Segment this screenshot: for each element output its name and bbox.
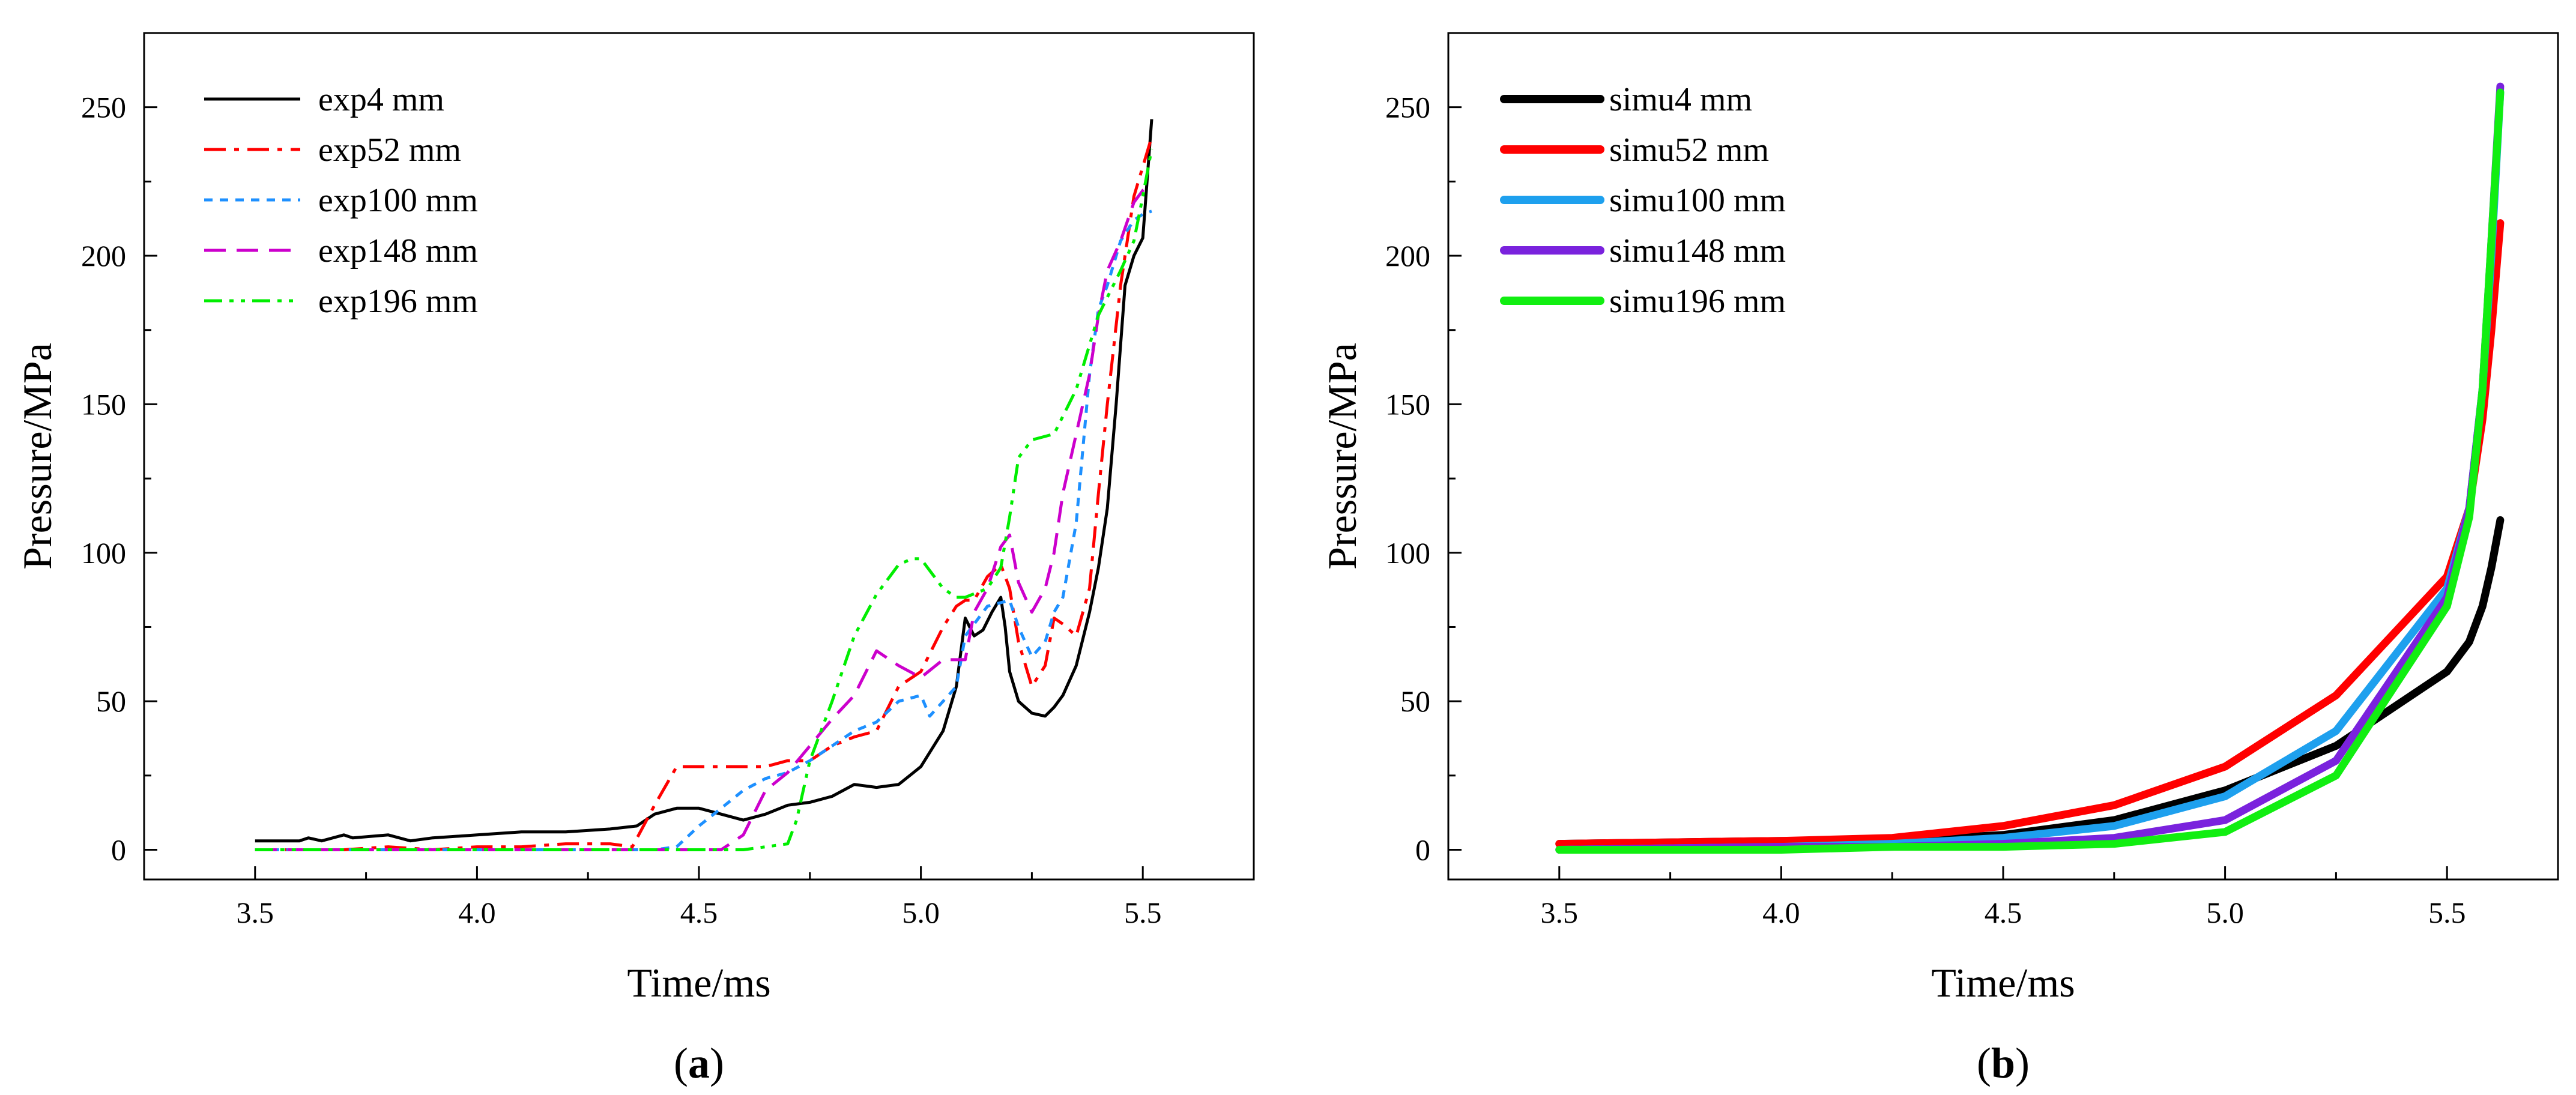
panel-a-plot-frame [143, 32, 1255, 881]
series-line-exp196-mm [255, 148, 1153, 851]
y-tick-label: 50 [96, 684, 126, 718]
panel-a-series [255, 119, 1153, 851]
series-line-exp52-mm [255, 136, 1153, 851]
panel-a-y-axis-title: Pressure/MPa [14, 343, 60, 570]
panel-b-label: b [1991, 1039, 2015, 1087]
y-tick-label: 150 [1385, 387, 1430, 421]
legend-label: exp196 mm [318, 283, 478, 320]
panel-b-legend: simu4 mm simu52 mm simu100 mm simu148 mm sim… [1500, 81, 1786, 320]
y-tick-label: 50 [1400, 684, 1430, 718]
x-tick-label: 3.5 [237, 896, 274, 929]
x-tick-label: 5.5 [2428, 896, 2466, 929]
panel-a-caption: (a) [674, 1039, 724, 1087]
panel-b-caption: (b) [1977, 1039, 2030, 1087]
x-tick-label: 4.0 [458, 896, 496, 929]
panel-a-legend: exp4 mm exp52 mm exp100 mm exp148 mm exp196 … [204, 81, 478, 320]
series-line-exp148-mm [255, 183, 1153, 851]
series-line-exp100-mm [255, 210, 1152, 851]
legend-label: exp100 mm [318, 182, 478, 219]
series-line-simu196-mm [1555, 88, 2505, 854]
panel-b-y-axis-title: Pressure/MPa [1319, 343, 1365, 570]
x-tick-label: 4.0 [1762, 896, 1800, 929]
y-tick-label: 250 [1385, 91, 1430, 124]
legend-label: simu148 mm [1609, 232, 1786, 270]
legend-label: simu4 mm [1609, 81, 1752, 118]
series-line-simu4-mm [1555, 516, 2505, 848]
y-tick-label: 0 [1415, 833, 1430, 867]
y-tick-label: 200 [81, 239, 126, 273]
y-tick-label: 250 [81, 91, 126, 124]
x-tick-label: 5.0 [902, 896, 940, 929]
y-tick-label: 150 [81, 387, 126, 421]
panel-b-x-axis-title: Time/ms [1931, 960, 2075, 1006]
panel-a-label: a [688, 1039, 710, 1087]
x-tick-label: 3.5 [1541, 896, 1579, 929]
x-tick-label: 5.5 [1124, 896, 1162, 929]
panel-b-series [1555, 82, 2505, 854]
panel-a-x-axis-title: Time/ms [627, 960, 770, 1006]
legend-label: simu196 mm [1609, 283, 1786, 320]
legend-label: exp52 mm [318, 131, 461, 169]
y-tick-label: 0 [111, 833, 126, 867]
legend-label: exp4 mm [318, 81, 444, 118]
series-line-exp4-mm [255, 119, 1153, 843]
y-tick-label: 100 [1385, 536, 1430, 570]
legend-label: exp148 mm [318, 232, 478, 270]
panel-a-ticks: 3.5 4.0 4.5 5.0 5.5 0 50 100 150 200 250 [81, 91, 1161, 929]
panel-b-ticks: 3.5 4.0 4.5 5.0 5.5 0 50 100 150 200 250 [1385, 91, 2466, 929]
x-tick-label: 5.0 [2206, 896, 2244, 929]
legend-label: simu100 mm [1609, 182, 1786, 219]
x-tick-label: 4.5 [1985, 896, 2022, 929]
y-tick-label: 100 [81, 536, 126, 570]
y-tick-label: 200 [1385, 239, 1430, 273]
legend-label: simu52 mm [1609, 131, 1769, 169]
x-tick-label: 4.5 [680, 896, 718, 929]
